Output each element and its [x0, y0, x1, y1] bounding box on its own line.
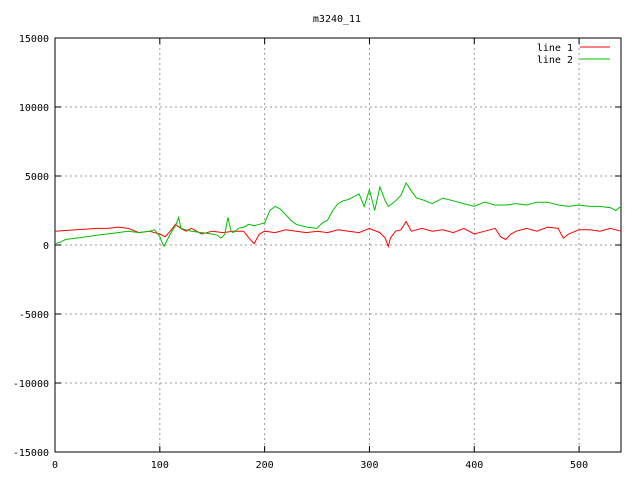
x-tick-label: 400 — [465, 460, 483, 471]
x-tick-label: 200 — [256, 460, 274, 471]
y-tick-label: 15000 — [19, 34, 49, 45]
series — [54, 181, 622, 249]
legend-label: line 2 — [537, 55, 573, 66]
axis-ticks: -15000 -10000 -5000 0 5000 10000 15000 0 100 200 3… — [13, 34, 621, 471]
legend-label: line 1 — [537, 43, 573, 54]
y-tick-label: -5000 — [19, 310, 49, 321]
x-tick-label: 0 — [52, 460, 58, 471]
chart-title: m3240_11 — [313, 14, 361, 25]
y-tick-label: -15000 — [13, 448, 49, 459]
y-tick-label: 10000 — [19, 103, 49, 114]
y-tick-label: 5000 — [25, 172, 49, 183]
y-tick-label: 0 — [43, 241, 49, 252]
x-tick-label: 100 — [151, 460, 169, 471]
series-line-1 — [54, 220, 622, 249]
series-line-2 — [54, 181, 622, 248]
grid — [55, 38, 621, 452]
x-tick-label: 500 — [570, 460, 588, 471]
x-tick-label: 300 — [360, 460, 378, 471]
y-tick-label: -10000 — [13, 379, 49, 390]
